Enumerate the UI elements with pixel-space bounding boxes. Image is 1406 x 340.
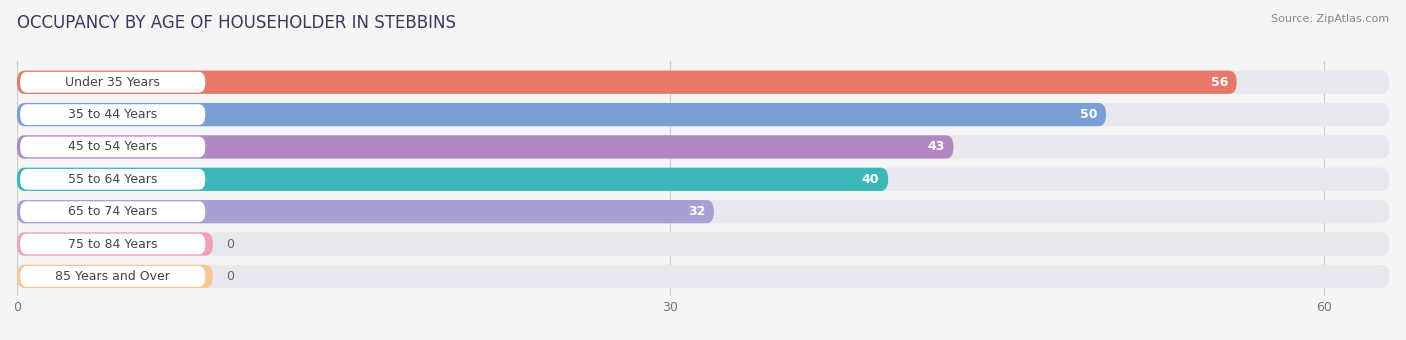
- Text: 75 to 84 Years: 75 to 84 Years: [67, 238, 157, 251]
- FancyBboxPatch shape: [20, 266, 205, 287]
- FancyBboxPatch shape: [17, 200, 1389, 223]
- Text: 0: 0: [226, 238, 233, 251]
- FancyBboxPatch shape: [20, 201, 205, 222]
- FancyBboxPatch shape: [20, 169, 205, 190]
- Text: 45 to 54 Years: 45 to 54 Years: [67, 140, 157, 153]
- FancyBboxPatch shape: [17, 135, 953, 158]
- FancyBboxPatch shape: [17, 168, 1389, 191]
- FancyBboxPatch shape: [20, 104, 205, 125]
- Text: 43: 43: [928, 140, 945, 153]
- Text: 85 Years and Over: 85 Years and Over: [55, 270, 170, 283]
- FancyBboxPatch shape: [20, 234, 205, 254]
- Text: OCCUPANCY BY AGE OF HOUSEHOLDER IN STEBBINS: OCCUPANCY BY AGE OF HOUSEHOLDER IN STEBB…: [17, 14, 456, 32]
- FancyBboxPatch shape: [20, 72, 205, 92]
- FancyBboxPatch shape: [20, 137, 205, 157]
- FancyBboxPatch shape: [17, 103, 1107, 126]
- Text: 55 to 64 Years: 55 to 64 Years: [67, 173, 157, 186]
- Text: 56: 56: [1211, 76, 1227, 89]
- FancyBboxPatch shape: [17, 103, 1389, 126]
- Text: 32: 32: [688, 205, 706, 218]
- FancyBboxPatch shape: [17, 135, 1389, 158]
- FancyBboxPatch shape: [17, 168, 889, 191]
- Text: 35 to 44 Years: 35 to 44 Years: [67, 108, 157, 121]
- FancyBboxPatch shape: [17, 265, 212, 288]
- Text: 50: 50: [1080, 108, 1097, 121]
- Text: 0: 0: [226, 270, 233, 283]
- Text: Under 35 Years: Under 35 Years: [65, 76, 160, 89]
- FancyBboxPatch shape: [17, 71, 1389, 94]
- FancyBboxPatch shape: [17, 232, 1389, 256]
- FancyBboxPatch shape: [17, 232, 212, 256]
- Text: 40: 40: [862, 173, 879, 186]
- Text: 65 to 74 Years: 65 to 74 Years: [67, 205, 157, 218]
- FancyBboxPatch shape: [17, 71, 1237, 94]
- Text: Source: ZipAtlas.com: Source: ZipAtlas.com: [1271, 14, 1389, 23]
- FancyBboxPatch shape: [17, 200, 714, 223]
- FancyBboxPatch shape: [17, 265, 1389, 288]
